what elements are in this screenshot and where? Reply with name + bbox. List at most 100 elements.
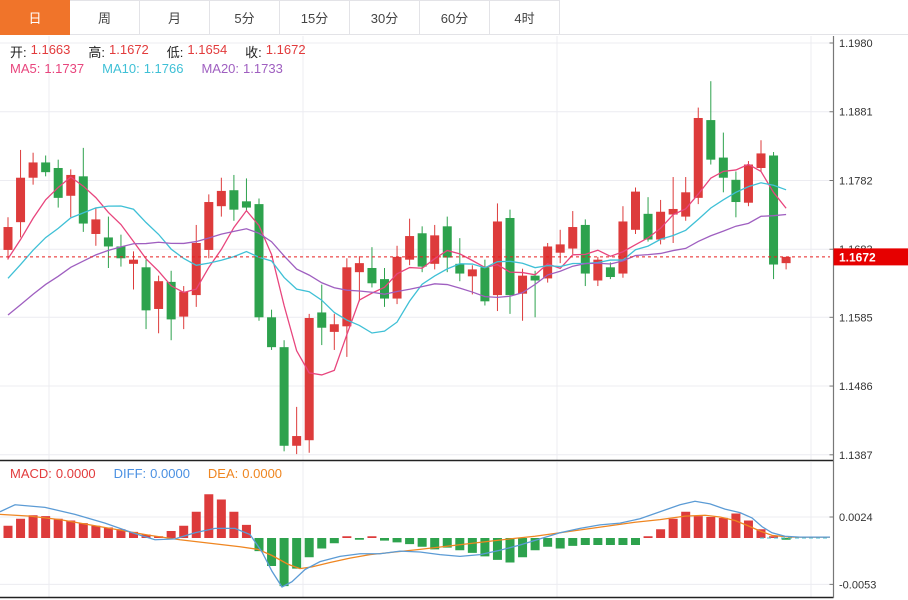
tab-monthly[interactable]: 月 (140, 0, 210, 35)
candle-body (656, 211, 666, 240)
macd-bar (543, 538, 553, 547)
macd-bar (204, 494, 214, 538)
candle-body (329, 324, 339, 332)
ma20-label: MA20: (201, 61, 240, 76)
macd-bar (442, 538, 452, 548)
close-value-pair: 收: 1.1672 (245, 42, 305, 61)
candle-body (643, 213, 653, 240)
tab-60min[interactable]: 60分 (420, 0, 490, 35)
tab-5min[interactable]: 5分 (210, 0, 280, 35)
candle-body (718, 157, 728, 178)
macd-bar (681, 511, 691, 538)
candle-body (204, 202, 214, 250)
dea-value: 0.0000 (242, 466, 283, 481)
macd-bar (3, 525, 13, 538)
macd-bar (116, 529, 126, 538)
candle-body (392, 256, 402, 299)
tab-30min[interactable]: 30分 (350, 0, 420, 35)
macd-bar (380, 538, 389, 541)
candle-body (116, 246, 126, 259)
low-value-pair: 低: 1.1654 (167, 42, 227, 61)
candle-body (618, 221, 628, 274)
macd-bar (53, 518, 63, 538)
period-toolbar: 日周月 5分 15分 30分 60分 4时 (0, 0, 908, 35)
tab-15min[interactable]: 15分 (280, 0, 350, 35)
candle-body (166, 281, 176, 320)
macd-bar (392, 538, 402, 543)
macd-bar (480, 538, 490, 557)
candle-body (91, 219, 101, 234)
candle-body (267, 317, 277, 348)
macd-bar (731, 513, 741, 538)
high-label: 高: (88, 45, 106, 60)
candle-body (781, 256, 791, 264)
ma5-line (7, 163, 787, 376)
macd-bar (492, 538, 502, 560)
macd-axis-label: -0.0053 (839, 579, 876, 591)
macd-bar (367, 536, 377, 538)
close-value: 1.1672 (265, 42, 306, 57)
candle-body (405, 236, 415, 260)
macd-bar (593, 538, 603, 545)
ma10-label: MA10: (102, 61, 140, 76)
macd-bar (229, 511, 239, 538)
macd-bar (605, 538, 615, 545)
candle-body (580, 224, 590, 274)
candle-body (16, 177, 26, 223)
ma20-value: 1.1733 (243, 61, 283, 76)
macd-bar (129, 531, 138, 538)
candle-body (317, 312, 327, 328)
dea-label: DEA: (207, 466, 239, 481)
candle-body (53, 167, 63, 198)
ma10-pair: MA10: 1.1766 (102, 61, 183, 76)
diff-value: 0.0000 (150, 466, 190, 481)
macd-bar (668, 518, 678, 538)
candle-body (292, 436, 302, 446)
price-axis-label: 1.1782 (839, 175, 873, 187)
candle-body (279, 347, 289, 446)
ma20-line (7, 213, 787, 316)
macd-bar (580, 538, 590, 545)
price-axis-label: 1.1387 (839, 450, 873, 462)
macd-bar (568, 538, 578, 546)
macd-bar (781, 538, 791, 540)
candle-body (492, 221, 502, 296)
candle-body (568, 227, 578, 249)
candle-body (254, 204, 264, 318)
candle-body (129, 259, 138, 264)
macd-bar (631, 538, 640, 545)
macd-bar (179, 525, 189, 538)
candle-body (417, 233, 427, 267)
tab-daily[interactable]: 日 (0, 0, 70, 35)
macd-bar (405, 538, 415, 545)
chart-canvas[interactable]: 1.19801.18811.17821.16831.15851.14861.13… (0, 35, 908, 600)
macd-bar (191, 511, 201, 538)
macd-value: 0.0000 (55, 466, 96, 481)
candle-body (455, 263, 465, 274)
ma-legend: MA5: 1.1737 MA10: 1.1766 MA20: 1.1733 (10, 61, 283, 76)
candle-body (141, 267, 151, 311)
candle-body (103, 237, 113, 247)
candle-body (480, 267, 490, 302)
open-label: 开: (10, 45, 27, 60)
ma5-label: MA5: (10, 61, 41, 76)
macd-bar (28, 515, 38, 538)
candle-body (28, 162, 38, 178)
macd-bar (618, 538, 628, 545)
axis-layer: 1.19801.18811.17821.16831.15851.14861.13… (0, 36, 908, 599)
candle-body (530, 275, 540, 281)
macd-bar (555, 538, 565, 549)
macd-bar (518, 538, 528, 558)
diff-line (0, 500, 830, 588)
last-price-badge (833, 248, 908, 266)
macd-axis-label: 0.0024 (839, 512, 873, 524)
tab-4hour[interactable]: 4时 (490, 0, 560, 35)
macd-bar (656, 529, 666, 538)
ma20-pair: MA20: 1.1733 (201, 61, 282, 76)
candle-body (41, 162, 51, 173)
macd-bar (693, 516, 703, 538)
candle-body (216, 190, 226, 207)
tab-weekly[interactable]: 周 (70, 0, 140, 35)
candle-body (191, 242, 201, 296)
macd-bar (769, 536, 779, 538)
